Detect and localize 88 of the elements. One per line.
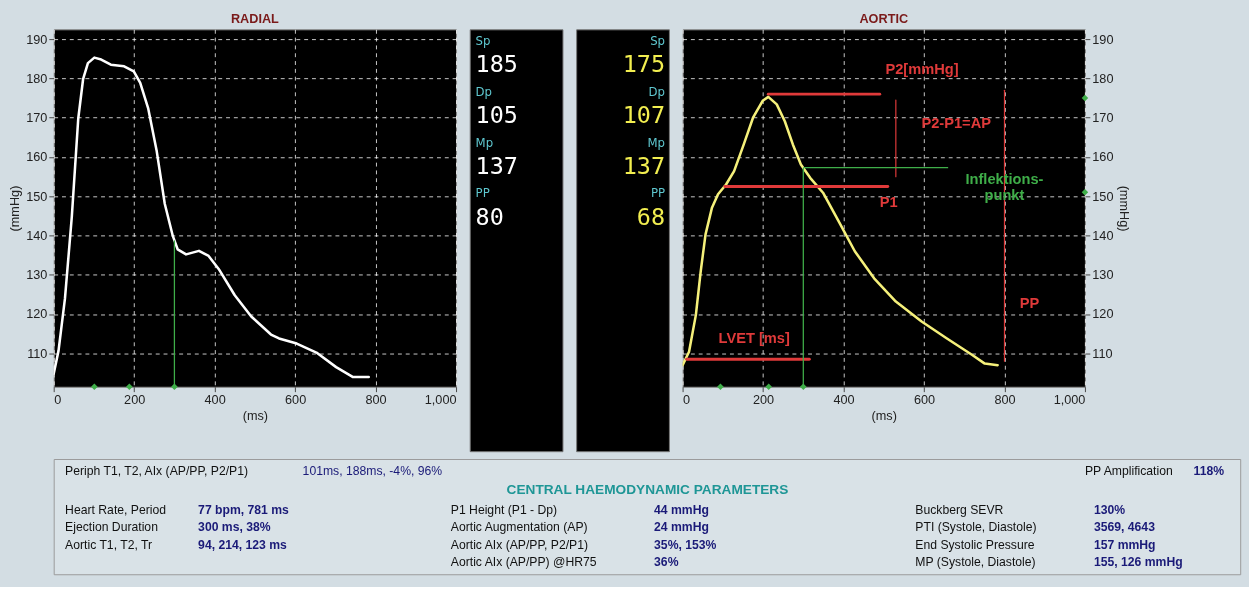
y-tick-label: 140: [1092, 228, 1114, 243]
y-tick-label: 180: [26, 71, 48, 86]
x-tick-label: 800: [994, 392, 1016, 407]
text: CENTRAL HAEMODYNAMIC PARAMETERS: [506, 482, 789, 498]
text: PP Amplification: [1084, 463, 1173, 478]
text: PP: [650, 186, 666, 201]
text: 300 ms, 38%: [198, 520, 271, 535]
text: Dp: [648, 84, 666, 99]
text: Periph T1, T2, AIx (AP/PP, P2/P1): [65, 463, 249, 478]
text: 137: [475, 151, 518, 180]
point: [1081, 189, 1089, 196]
x-axis-title: (ms): [871, 409, 897, 424]
text: 175: [622, 50, 666, 79]
y-tick-label: 130: [26, 268, 48, 283]
annotation: P2-P1=AP: [921, 115, 992, 132]
text: 36%: [654, 555, 679, 570]
y-tick-label: 170: [1092, 111, 1114, 126]
point: [1081, 94, 1089, 102]
annotation: PP: [1019, 294, 1040, 311]
x-axis-title: (ms): [242, 409, 269, 424]
text: Sp: [650, 33, 666, 48]
text: MP (Systole, Diastole): [915, 555, 1036, 570]
text: 3569, 4643: [1093, 520, 1156, 535]
text: End Systolic Pressure: [915, 537, 1035, 552]
text: Ejection Duration: [65, 520, 158, 535]
y-tick-label: 150: [1092, 189, 1114, 204]
y-tick-label: 170: [26, 111, 48, 126]
text: 80: [475, 202, 504, 231]
text: 157 mmHg: [1093, 537, 1156, 552]
x-tick-label: 0: [683, 392, 691, 407]
text: 137: [622, 151, 666, 180]
text: 24 mmHg: [654, 520, 709, 535]
annotation: P2[mmHg]: [885, 61, 959, 78]
annotation: LVET [ms]: [718, 330, 790, 347]
y-tick-label: 190: [26, 32, 48, 47]
x-tick-label: 200: [124, 392, 146, 407]
text: Aortic T1, T2, Tr: [65, 537, 153, 552]
y-tick-label: 160: [26, 150, 48, 165]
y-tick-label: 160: [1092, 150, 1114, 165]
chart-title: AORTIC: [859, 11, 909, 26]
x-tick-label: 400: [204, 392, 226, 407]
y-tick-label: 120: [26, 307, 48, 322]
text: PP: [475, 186, 490, 201]
x-tick-label: 600: [285, 392, 307, 407]
text: P1 Height (P1 - Dp): [450, 502, 558, 517]
text: 118%: [1193, 463, 1225, 478]
text: Aortic AIx (AP/PP, P2/P1): [450, 537, 589, 552]
text: 68: [636, 202, 666, 231]
text: PTI (Systole, Diastole): [915, 520, 1037, 535]
text: Mp: [647, 135, 666, 150]
point: [717, 383, 724, 391]
y-tick-label: 110: [27, 346, 48, 361]
x-tick-label: 600: [913, 392, 936, 407]
y-tick-label: 150: [26, 189, 48, 204]
text: Buckberg SEVR: [915, 502, 1004, 517]
text: 107: [622, 101, 666, 130]
y-tick-label: 120: [1092, 307, 1114, 322]
text: 35%, 153%: [654, 537, 717, 552]
x-tick-label: 200: [752, 392, 775, 407]
y-tick-label: 190: [1092, 32, 1114, 47]
point: [765, 383, 772, 391]
y-tick-label: 180: [1092, 71, 1114, 86]
x-tick-label: 1,000: [1053, 392, 1086, 407]
x-tick-label: 400: [833, 392, 855, 407]
text: Mp: [475, 135, 494, 150]
y-axis-title: (mmHg): [1117, 185, 1132, 232]
y-axis-title: (mmHg): [8, 185, 23, 232]
text: 94, 214, 123 ms: [198, 537, 288, 552]
y-tick-label: 140: [26, 228, 48, 243]
text: 130%: [1093, 502, 1126, 517]
text: Sp: [475, 33, 491, 48]
text: Heart Rate, Period: [65, 502, 167, 517]
text: 101ms, 188ms, -4%, 96%: [302, 463, 443, 478]
text: 77 bpm, 781 ms: [198, 502, 290, 517]
text: Aortic Augmentation (AP): [450, 520, 588, 535]
text: Aortic AIx (AP/PP) @HR75: [450, 555, 597, 570]
chart-title: RADIAL: [230, 11, 280, 26]
text: 155, 126 mmHg: [1093, 555, 1183, 570]
annotation: P1: [879, 193, 898, 210]
x-tick-label: 0: [54, 392, 62, 407]
text: Dp: [475, 84, 493, 99]
text: 44 mmHg: [654, 502, 709, 517]
y-tick-label: 110: [1092, 346, 1113, 361]
y-tick-label: 130: [1092, 268, 1114, 283]
text: 185: [475, 50, 518, 79]
x-tick-label: 800: [365, 392, 387, 407]
text: 105: [475, 101, 518, 130]
x-tick-label: 1,000: [424, 392, 457, 407]
